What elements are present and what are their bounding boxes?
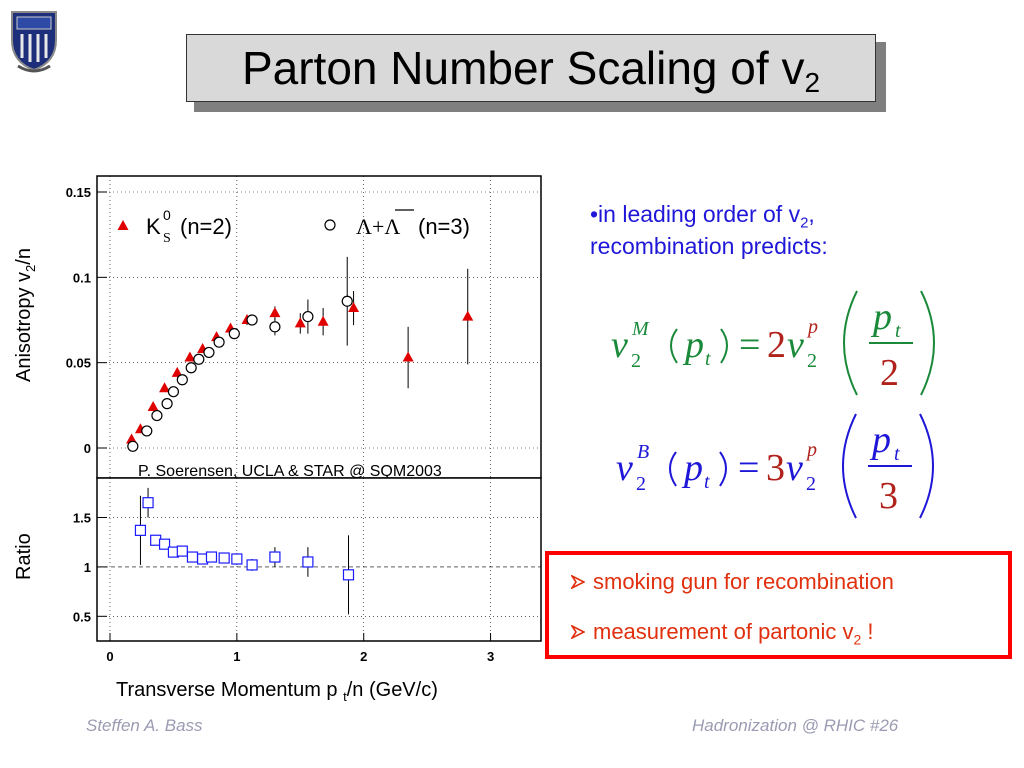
lambda-point [247,315,257,325]
y-tick-label: 1.5 [73,511,91,526]
ratio-point [270,552,280,562]
conclusion-item-1: smoking gun for recombination [571,569,894,595]
university-logo [8,6,60,74]
svg-text:2: 2 [880,352,899,394]
y-tick-label: 0 [84,441,91,456]
ratio-point [143,498,153,508]
svg-text:=: = [739,324,760,366]
x-tick-label: 0 [106,649,113,664]
lambda-point [194,354,204,364]
arrow-bullet-icon [571,575,585,589]
conclusion-box: smoking gun for recombination measuremen… [545,551,1012,659]
ratio-point [206,552,216,562]
lambda-point [303,312,313,322]
bullet-line-2: recombination predicts: [590,230,1000,262]
svg-text:p: p [869,419,891,461]
x-tick-label: 1 [233,649,240,664]
lambda-point [177,375,187,385]
svg-text:v: v [611,324,628,366]
svg-text:p: p [682,324,704,366]
x-tick-label: 2 [360,649,367,664]
svg-text:B: B [637,441,649,463]
svg-text:2: 2 [807,350,817,372]
lambda-point [152,411,162,421]
ratio-axis-label: Ratio [13,533,35,580]
y-tick-label: 0.15 [66,185,91,200]
lambda-point [186,363,196,373]
bullet-line-1: •in leading order of v2, [590,198,1000,230]
svg-text:2: 2 [806,473,816,495]
lambda-point [204,347,214,357]
legend-lambda-label: Λ+Λ [356,214,400,239]
y-tick-label: 0.1 [73,270,91,285]
ratio-point [303,557,313,567]
svg-text:2: 2 [631,350,641,372]
legend-kaon-label: K [146,214,161,239]
footer-slide-info: Hadronization @ RHIC #26 [692,716,898,736]
legend-circle-icon [325,220,335,230]
legend-lambda-suffix: (n=3) [418,214,470,239]
svg-text:2: 2 [767,324,786,366]
arrow-bullet-icon [571,625,585,639]
equation-meson: v 2 M p t = 2 v 2 p p t 2 [605,285,945,397]
svg-text:t: t [894,443,900,465]
lambda-point [342,296,352,306]
lambda-point [128,441,138,451]
svg-text:3: 3 [766,447,785,489]
svg-text:=: = [738,447,759,489]
svg-text:p: p [681,447,703,489]
svg-text:2: 2 [636,473,646,495]
svg-text:v: v [616,447,633,489]
lambda-point [270,322,280,332]
bottom-plot-frame [97,478,541,641]
svg-text:t: t [704,471,710,493]
lambda-point [214,337,224,347]
svg-text:t: t [895,320,901,342]
ratio-point [343,570,353,580]
legend-kaon-sub: S [163,231,171,246]
svg-text:t: t [705,348,711,370]
legend-kaon-suffix: (n=2) [180,214,232,239]
bullet-text: •in leading order of v2, recombination p… [590,198,1000,262]
svg-text:p: p [806,316,818,338]
lambda-point [142,426,152,436]
title-box: Parton Number Scaling of v2 [186,34,876,102]
equation-baryon: v 2 B p t = 3 v 2 p p t 3 [610,408,940,520]
svg-text:M: M [631,318,650,340]
bottom-panel: 0 1 2 3 0.5 1 1.5 Ratio Transverse Momentum p t/… [13,478,541,704]
ratio-point [232,554,242,564]
svg-text:v: v [787,324,804,366]
ratio-point [177,546,187,556]
svg-text:v: v [786,447,803,489]
footer-author: Steffen A. Bass [86,716,203,736]
ratio-point [247,560,257,570]
y-tick-label: 0.05 [66,356,91,371]
conclusion-item-2: measurement of partonic v2 ! [571,619,874,645]
page-title: Parton Number Scaling of v2 [187,39,875,97]
lambda-point [229,329,239,339]
ratio-point [187,552,197,562]
ratio-point [219,553,229,563]
lambda-point [168,387,178,397]
y-tick-label: 0.5 [73,609,91,624]
svg-text:3: 3 [879,475,898,517]
x-tick-label: 3 [487,649,494,664]
y-tick-label: 1 [84,560,91,575]
svg-text:p: p [805,439,817,461]
svg-text:p: p [870,296,892,338]
ratio-point [135,525,145,535]
x-axis-label: Transverse Momentum p t/n (GeV/c) [116,679,438,704]
lambda-point [162,399,172,409]
legend-kaon-sup: 0 [163,207,171,223]
y-axis-label: Anisotropy v2/n [13,248,38,382]
